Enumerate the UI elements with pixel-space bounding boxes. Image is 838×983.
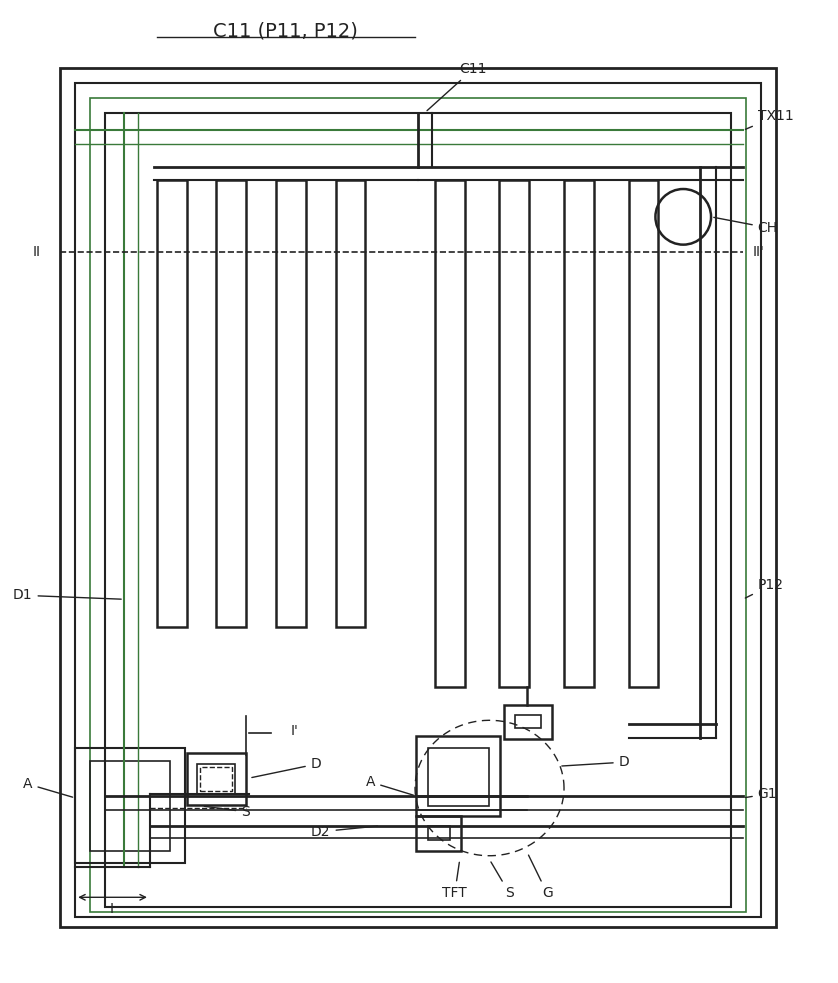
Bar [416, 736, 500, 816]
Text: D: D [252, 757, 322, 778]
Text: G: G [529, 855, 552, 900]
Bar [91, 97, 746, 912]
Bar [435, 180, 465, 687]
Bar [416, 816, 461, 850]
Bar [75, 83, 761, 917]
Bar [216, 180, 246, 627]
Text: D2: D2 [311, 825, 377, 838]
Text: A: A [23, 777, 73, 797]
Bar [75, 748, 184, 862]
Bar [428, 748, 489, 806]
Text: D: D [561, 755, 629, 769]
Bar [564, 180, 594, 687]
Bar [499, 180, 530, 687]
Bar [200, 767, 232, 791]
Text: II': II' [753, 245, 764, 259]
Bar [628, 180, 659, 687]
Bar [198, 764, 235, 794]
Text: S: S [491, 862, 514, 900]
Text: G1: G1 [746, 787, 778, 801]
Text: I': I' [291, 724, 298, 738]
Text: S: S [204, 805, 250, 819]
Text: II: II [33, 245, 40, 259]
Bar [105, 112, 731, 907]
Bar [335, 180, 365, 627]
Bar [515, 715, 541, 728]
Text: TFT: TFT [442, 862, 467, 900]
Text: A: A [366, 775, 413, 795]
Text: C11: C11 [427, 62, 487, 111]
Bar [504, 705, 552, 739]
Text: P12: P12 [745, 578, 784, 598]
Bar [276, 180, 306, 627]
Text: C11 (P11, P12): C11 (P11, P12) [214, 22, 359, 40]
Bar [428, 826, 450, 839]
Text: D1: D1 [13, 588, 122, 603]
Text: I: I [110, 902, 114, 916]
Bar [60, 68, 776, 927]
Bar [187, 753, 246, 805]
Bar [157, 180, 187, 627]
Text: CH: CH [714, 217, 778, 235]
Text: TX11: TX11 [745, 109, 794, 130]
Bar [91, 761, 169, 850]
